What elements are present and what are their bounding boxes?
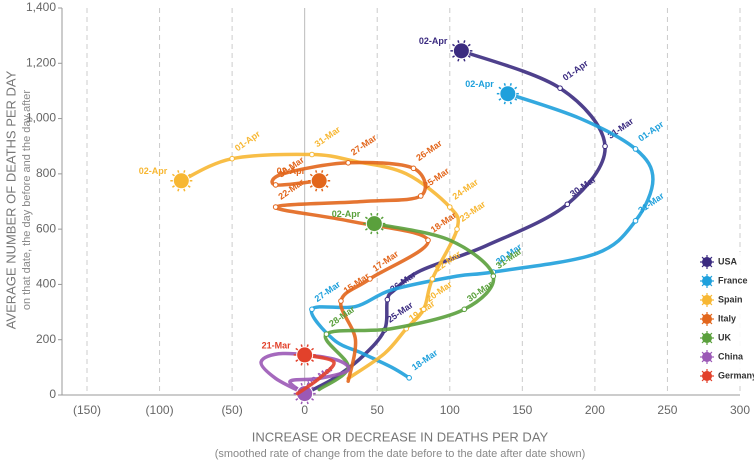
legend-label: Spain	[718, 294, 743, 304]
series-line	[270, 160, 430, 383]
point-label: 01-Apr	[636, 119, 665, 144]
series-line	[317, 221, 496, 392]
legend-swatch	[702, 371, 712, 381]
point-label: 21-Mar	[262, 340, 292, 350]
end-marker	[499, 85, 517, 103]
point-marker	[564, 201, 571, 208]
x-tick-label: (150)	[73, 403, 101, 417]
point-marker	[461, 306, 468, 313]
point-marker	[309, 306, 315, 313]
y-tick-label: 1,200	[26, 55, 56, 69]
point-label: 18-Mar	[410, 347, 440, 372]
x-subtitle: (smoothed rate of change from the date b…	[215, 448, 586, 460]
point-label: 26-Mar	[414, 138, 444, 163]
x-tick-label: (50)	[221, 403, 242, 417]
point-marker	[406, 375, 412, 381]
legend-label: UK	[718, 332, 731, 342]
y-tick-label: 0	[49, 387, 56, 401]
end-marker	[365, 215, 383, 233]
point-label: 25-Mar	[422, 165, 452, 190]
end-marker	[296, 346, 314, 364]
point-label: 15-Mar	[342, 270, 372, 295]
point-marker	[309, 151, 315, 158]
series-line	[295, 353, 336, 396]
end-marker	[310, 172, 328, 190]
point-marker	[420, 306, 427, 313]
x-tick-label: 150	[512, 403, 532, 417]
legend-label: France	[718, 275, 748, 285]
point-label: 02-Apr	[465, 79, 494, 89]
legend-swatch	[702, 352, 712, 362]
point-label: 02-Apr	[332, 209, 361, 219]
point-marker	[446, 204, 453, 210]
point-marker	[557, 85, 563, 91]
legend-label: USA	[718, 256, 738, 266]
point-marker	[410, 165, 417, 172]
y-tick-label: 600	[36, 221, 56, 235]
y-tick-label: 400	[36, 277, 56, 291]
y-title: AVERAGE NUMBER OF DEATHS PER DAY	[3, 70, 18, 329]
x-title: INCREASE OR DECREASE IN DEATHS PER DAY	[252, 429, 549, 444]
series-line	[259, 351, 351, 396]
x-tick-label: 0	[301, 403, 308, 417]
point-label: 01-Apr	[561, 58, 590, 83]
y-tick-label: 800	[36, 166, 56, 180]
legend-label: Germany	[718, 370, 754, 380]
point-label: 01-Apr	[233, 128, 262, 153]
point-marker	[272, 182, 279, 188]
x-tick-label: (100)	[146, 403, 174, 417]
point-marker	[338, 298, 344, 304]
point-marker	[367, 276, 373, 282]
point-label: 02-Apr	[419, 36, 448, 46]
point-marker	[425, 237, 431, 243]
point-label: 24-Mar	[451, 176, 481, 201]
legend-label: Italy	[718, 313, 736, 323]
point-label: 27-Mar	[349, 132, 379, 157]
x-tick-label: 200	[585, 403, 605, 417]
legend-swatch	[702, 295, 712, 305]
y-tick-label: 1,000	[26, 111, 56, 125]
point-marker	[632, 218, 639, 224]
legend-swatch	[702, 257, 712, 267]
point-marker	[229, 155, 235, 162]
x-tick-label: 100	[440, 403, 460, 417]
series-line	[305, 49, 607, 394]
x-tick-label: 250	[657, 403, 677, 417]
end-marker	[172, 172, 190, 190]
legend-swatch	[702, 276, 712, 286]
point-label: 27-Mar	[313, 279, 343, 304]
end-marker	[452, 42, 470, 60]
y-subtitle: on that date, the day before and the day…	[21, 90, 33, 310]
point-marker	[429, 276, 436, 282]
point-label: 18-Mar	[429, 210, 459, 235]
y-tick-label: 200	[36, 332, 56, 346]
point-marker	[632, 146, 639, 152]
legend-swatch	[702, 333, 712, 343]
point-label: 23-Mar	[458, 199, 488, 224]
legend-swatch	[702, 314, 712, 324]
point-label: 02-Apr	[277, 166, 306, 176]
point-marker	[454, 226, 460, 232]
point-marker	[602, 143, 608, 150]
point-marker	[272, 204, 279, 210]
point-label: 30-Mar	[568, 174, 598, 199]
x-tick-label: 300	[730, 403, 750, 417]
point-marker	[490, 273, 497, 279]
x-tick-label: 50	[371, 403, 385, 417]
point-label: 02-Apr	[139, 166, 168, 176]
y-tick-label: 1,400	[26, 0, 56, 14]
point-marker	[345, 160, 352, 166]
legend-label: China	[718, 351, 744, 361]
series-line	[309, 91, 655, 380]
point-marker	[384, 296, 391, 303]
point-label: 22-Mar	[276, 176, 306, 201]
point-marker	[417, 193, 424, 199]
point-marker	[323, 331, 330, 337]
point-label: 31-Mar	[313, 124, 343, 149]
